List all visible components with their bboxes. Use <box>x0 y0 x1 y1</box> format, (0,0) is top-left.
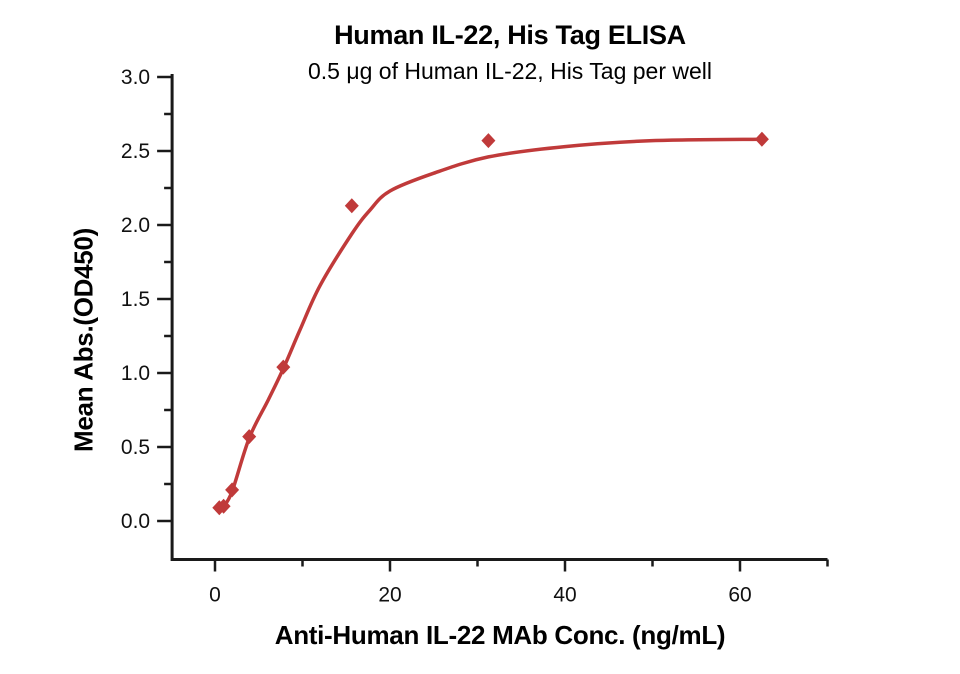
data-point-marker <box>754 131 769 147</box>
data-point-marker <box>344 198 359 214</box>
chart-subtitle: 0.5 μg of Human IL-22, His Tag per well <box>307 58 713 84</box>
y-tick-label: 3.0 <box>121 66 150 89</box>
x-tick-label: 40 <box>553 584 576 607</box>
data-point-marker <box>225 482 240 498</box>
y-tick-label: 0.0 <box>121 510 150 533</box>
y-tick-label: 2.0 <box>121 214 150 237</box>
x-axis-title: Anti-Human IL-22 MAb Conc. (ng/mL) <box>274 620 726 650</box>
y-tick-label: 0.5 <box>121 436 150 459</box>
x-tick-label: 60 <box>728 584 751 607</box>
y-tick-label: 1.5 <box>121 288 150 311</box>
y-tick-label: 1.0 <box>121 362 150 385</box>
data-point-marker <box>216 498 231 514</box>
chart-title: Human IL-22, His Tag ELISA <box>334 20 686 50</box>
fit-curve <box>217 137 764 510</box>
data-point-marker <box>276 359 291 375</box>
y-tick-label: 2.5 <box>121 140 150 163</box>
x-tick-label: 0 <box>209 584 221 607</box>
data-point-marker <box>242 429 257 445</box>
axis-spines <box>170 74 828 561</box>
data-point-marker <box>481 133 496 149</box>
x-tick-label: 20 <box>378 584 401 607</box>
